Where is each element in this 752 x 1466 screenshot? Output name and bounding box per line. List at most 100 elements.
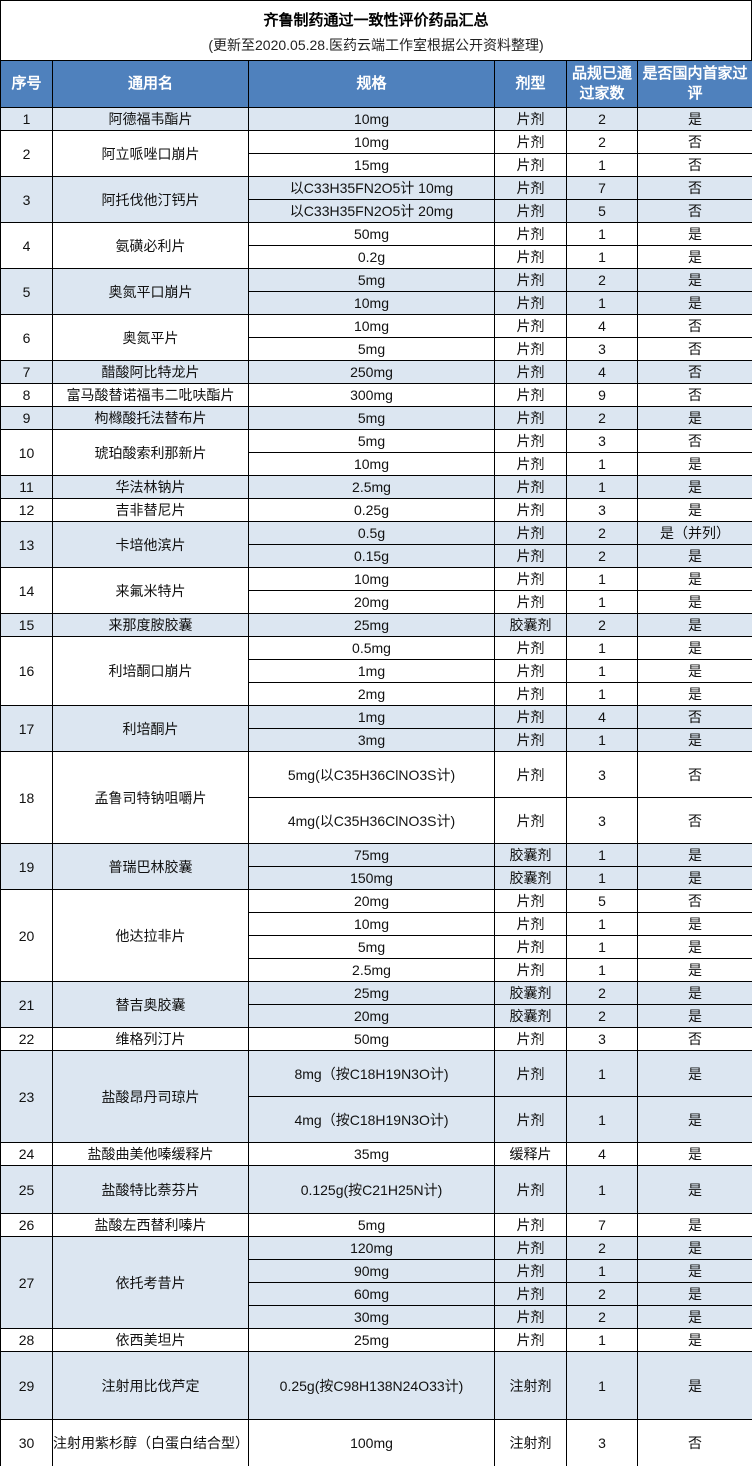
row-number: 19 xyxy=(0,843,53,890)
cell-first: 是 xyxy=(637,981,752,1005)
cell-first: 是 xyxy=(637,935,752,959)
header-form: 剂型 xyxy=(494,60,567,108)
cell-first: 否 xyxy=(637,383,752,407)
cell-first: 否 xyxy=(637,1027,752,1051)
cell-first: 是 xyxy=(637,728,752,752)
drug-name: 来氟米特片 xyxy=(52,567,249,614)
cell-count: 2 xyxy=(566,1236,638,1260)
drug-name: 注射用紫杉醇（白蛋白结合型） xyxy=(52,1419,249,1466)
cell-form: 片剂 xyxy=(494,958,567,982)
table-row: 20mg 片剂 1 是 xyxy=(1,590,752,614)
cell-count: 3 xyxy=(566,429,638,453)
cell-count: 3 xyxy=(566,1419,638,1466)
cell-form: 片剂 xyxy=(494,176,567,200)
cell-first: 否 xyxy=(637,176,752,200)
table-row: 4mg(以C35H36ClNO3S计) 片剂 3 否 xyxy=(1,797,752,844)
drug-name: 华法林钠片 xyxy=(52,475,249,499)
cell-spec: 10mg xyxy=(248,452,495,476)
cell-spec: 2.5mg xyxy=(248,958,495,982)
cell-first: 是 xyxy=(637,1305,752,1329)
cell-first: 是 xyxy=(637,475,752,499)
drug-name: 注射用比伐芦定 xyxy=(52,1351,249,1420)
cell-form: 片剂 xyxy=(494,291,567,315)
cell-count: 5 xyxy=(566,199,638,223)
cell-spec: 5mg xyxy=(248,935,495,959)
title-area: 齐鲁制药通过一致性评价药品汇总 (更新至2020.05.28.医药云端工作室根据… xyxy=(0,0,752,60)
cell-spec: 75mg xyxy=(248,843,495,867)
cell-first: 否 xyxy=(637,337,752,361)
cell-count: 1 xyxy=(566,682,638,706)
row-number: 23 xyxy=(0,1050,53,1143)
cell-form: 片剂 xyxy=(494,1328,567,1352)
drug-table: 序号 通用名 规格 剂型 品规已通过家数 是否国内首家过评 1 阿德福韦酯片 10m… xyxy=(0,60,752,1466)
table-row: 3 阿托伐他汀钙片 以C33H35FN2O5计 10mg 片剂 7 否 xyxy=(0,176,752,223)
cell-first: 是 xyxy=(637,406,752,430)
table-row: 4mg（按C18H19N3O计) 片剂 1 是 xyxy=(1,1096,752,1143)
table-row: 10mg 片剂 1 是 xyxy=(1,912,752,936)
drug-name: 富马酸替诺福韦二吡呋酯片 xyxy=(52,383,249,407)
cell-form: 注射剂 xyxy=(494,1351,567,1420)
cell-first: 是 xyxy=(637,1165,752,1214)
row-number: 14 xyxy=(0,567,53,614)
row-number: 10 xyxy=(0,429,53,476)
cell-first: 是 xyxy=(637,1096,752,1143)
cell-spec: 30mg xyxy=(248,1305,495,1329)
cell-count: 2 xyxy=(566,544,638,568)
drug-name: 阿托伐他汀钙片 xyxy=(52,176,249,223)
cell-count: 3 xyxy=(566,797,638,844)
cell-first: 是 xyxy=(637,636,752,660)
cell-form: 片剂 xyxy=(494,590,567,614)
row-number: 25 xyxy=(0,1165,53,1214)
cell-count: 1 xyxy=(566,1050,638,1097)
cell-spec: 8mg（按C18H19N3O计) xyxy=(248,1050,495,1097)
cell-spec: 35mg xyxy=(248,1142,495,1166)
cell-count: 4 xyxy=(566,360,638,384)
table-row: 10 琥珀酸索利那新片 5mg 片剂 3 否 xyxy=(0,429,752,476)
cell-form: 片剂 xyxy=(494,636,567,660)
cell-count: 4 xyxy=(566,1142,638,1166)
table-row: 2mg 片剂 1 是 xyxy=(1,682,752,706)
cell-form: 片剂 xyxy=(494,360,567,384)
cell-count: 3 xyxy=(566,337,638,361)
row-number: 30 xyxy=(0,1419,53,1466)
cell-first: 是 xyxy=(637,590,752,614)
row-number: 3 xyxy=(0,176,53,223)
cell-spec: 120mg xyxy=(248,1236,495,1260)
cell-form: 片剂 xyxy=(494,728,567,752)
table-row: 30mg 片剂 2 是 xyxy=(1,1305,752,1329)
row-number: 18 xyxy=(0,751,53,844)
row-number: 21 xyxy=(0,981,53,1028)
cell-count: 1 xyxy=(566,1165,638,1214)
cell-form: 片剂 xyxy=(494,130,567,154)
row-number: 6 xyxy=(0,314,53,361)
cell-spec: 4mg（按C18H19N3O计) xyxy=(248,1096,495,1143)
drug-name: 盐酸昂丹司琼片 xyxy=(52,1050,249,1143)
header-no: 序号 xyxy=(0,60,53,108)
table-row: 2 阿立哌唑口崩片 10mg 片剂 2 否 xyxy=(0,130,752,177)
table-row: 以C33H35FN2O5计 20mg 片剂 5 否 xyxy=(1,199,752,223)
cell-first: 是（并列） xyxy=(637,521,752,545)
cell-count: 1 xyxy=(566,912,638,936)
table-row: 24 盐酸曲美他嗪缓释片 35mg 缓释片 4 是 xyxy=(0,1142,752,1166)
cell-form: 片剂 xyxy=(494,475,567,499)
cell-form: 片剂 xyxy=(494,521,567,545)
drug-name: 盐酸特比萘芬片 xyxy=(52,1165,249,1214)
cell-first: 是 xyxy=(637,291,752,315)
table-row: 17 利培酮片 1mg 片剂 4 否 xyxy=(0,705,752,752)
cell-first: 是 xyxy=(637,682,752,706)
cell-spec: 2.5mg xyxy=(248,475,495,499)
cell-form: 片剂 xyxy=(494,452,567,476)
cell-spec: 20mg xyxy=(248,889,495,913)
table-row: 8 富马酸替诺福韦二吡呋酯片 300mg 片剂 9 否 xyxy=(0,383,752,407)
drug-name: 奥氮平口崩片 xyxy=(52,268,249,315)
cell-first: 是 xyxy=(637,958,752,982)
cell-first: 否 xyxy=(637,314,752,338)
cell-form: 胶囊剂 xyxy=(494,843,567,867)
cell-spec: 5mg(以C35H36ClNO3S计) xyxy=(248,751,495,798)
cell-form: 片剂 xyxy=(494,935,567,959)
table-row: 10mg 片剂 1 是 xyxy=(1,452,752,476)
cell-first: 是 xyxy=(637,222,752,246)
cell-spec: 150mg xyxy=(248,866,495,890)
cell-count: 3 xyxy=(566,1027,638,1051)
